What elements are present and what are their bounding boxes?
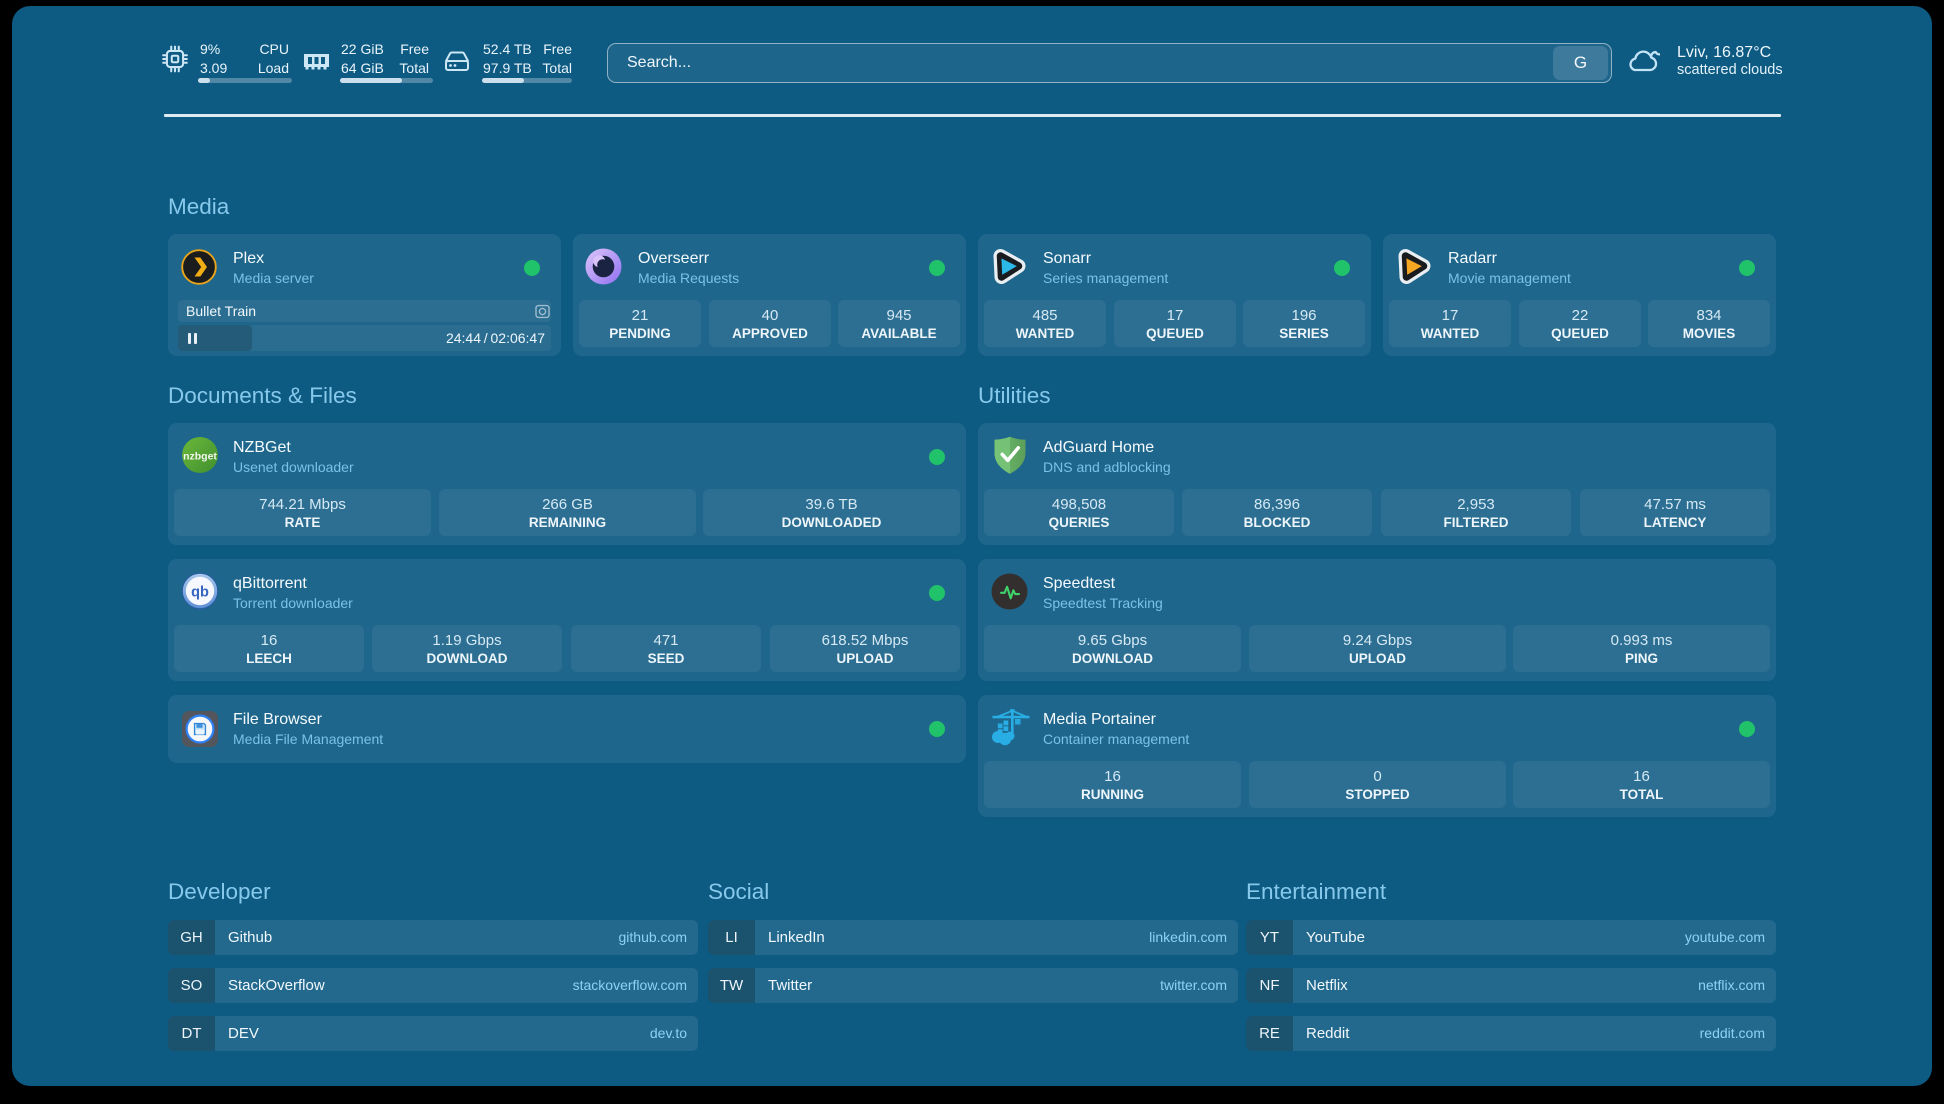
svg-text:nzbget: nzbget (183, 451, 217, 463)
svg-text:qb: qb (191, 585, 209, 601)
